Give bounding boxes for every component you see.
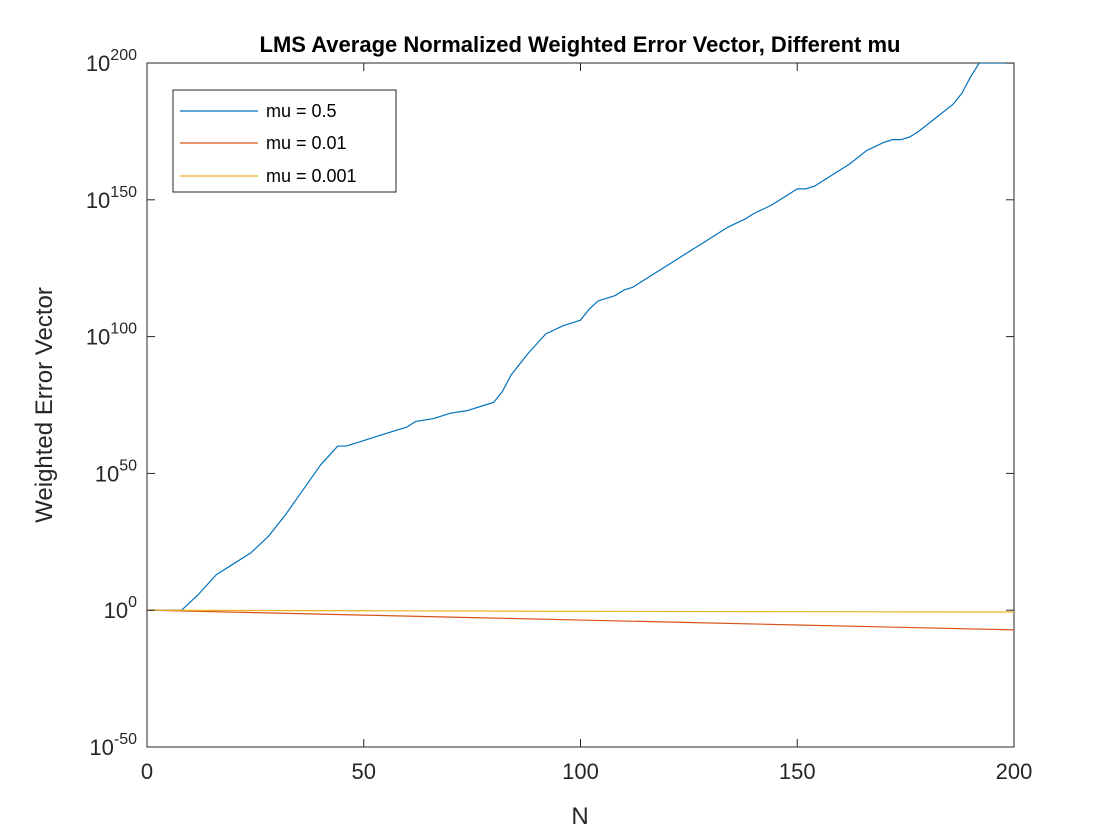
y-tick-label: 10150	[86, 184, 137, 213]
y-tick-label: 1050	[95, 457, 137, 486]
ticks-layer: 0 50 100 150 200 10-50 100 1050 10100 10150 10200	[86, 47, 1033, 784]
legend-label-mu-0.01: mu = 0.01	[266, 133, 347, 153]
x-tick-label: 100	[562, 759, 599, 784]
legend-label-mu-0.5: mu = 0.5	[266, 101, 337, 121]
x-tick-label: 200	[996, 759, 1033, 784]
series-layer	[147, 63, 1014, 631]
x-tick-label: 50	[352, 759, 376, 784]
x-tick-label: 0	[141, 759, 153, 784]
y-tick-label: 100	[104, 594, 137, 623]
y-tick-label: 10100	[86, 321, 137, 350]
y-tick-label: 10200	[86, 47, 137, 76]
series-line-mu-0.5	[147, 63, 1014, 611]
series-line-mu-0.001	[147, 609, 1014, 613]
chart-title: LMS Average Normalized Weighted Error Ve…	[260, 32, 901, 57]
y-tick-label: 10-50	[89, 731, 137, 760]
x-axis-label: N	[571, 803, 588, 830]
series-line-mu-0.01	[147, 609, 1014, 631]
legend-label-mu-0.001: mu = 0.001	[266, 166, 357, 186]
legend: mu = 0.5 mu = 0.01 mu = 0.001	[172, 89, 397, 193]
y-axis-label: Weighted Error Vector	[31, 287, 58, 523]
x-tick-label: 150	[779, 759, 816, 784]
legend-box	[172, 89, 397, 193]
